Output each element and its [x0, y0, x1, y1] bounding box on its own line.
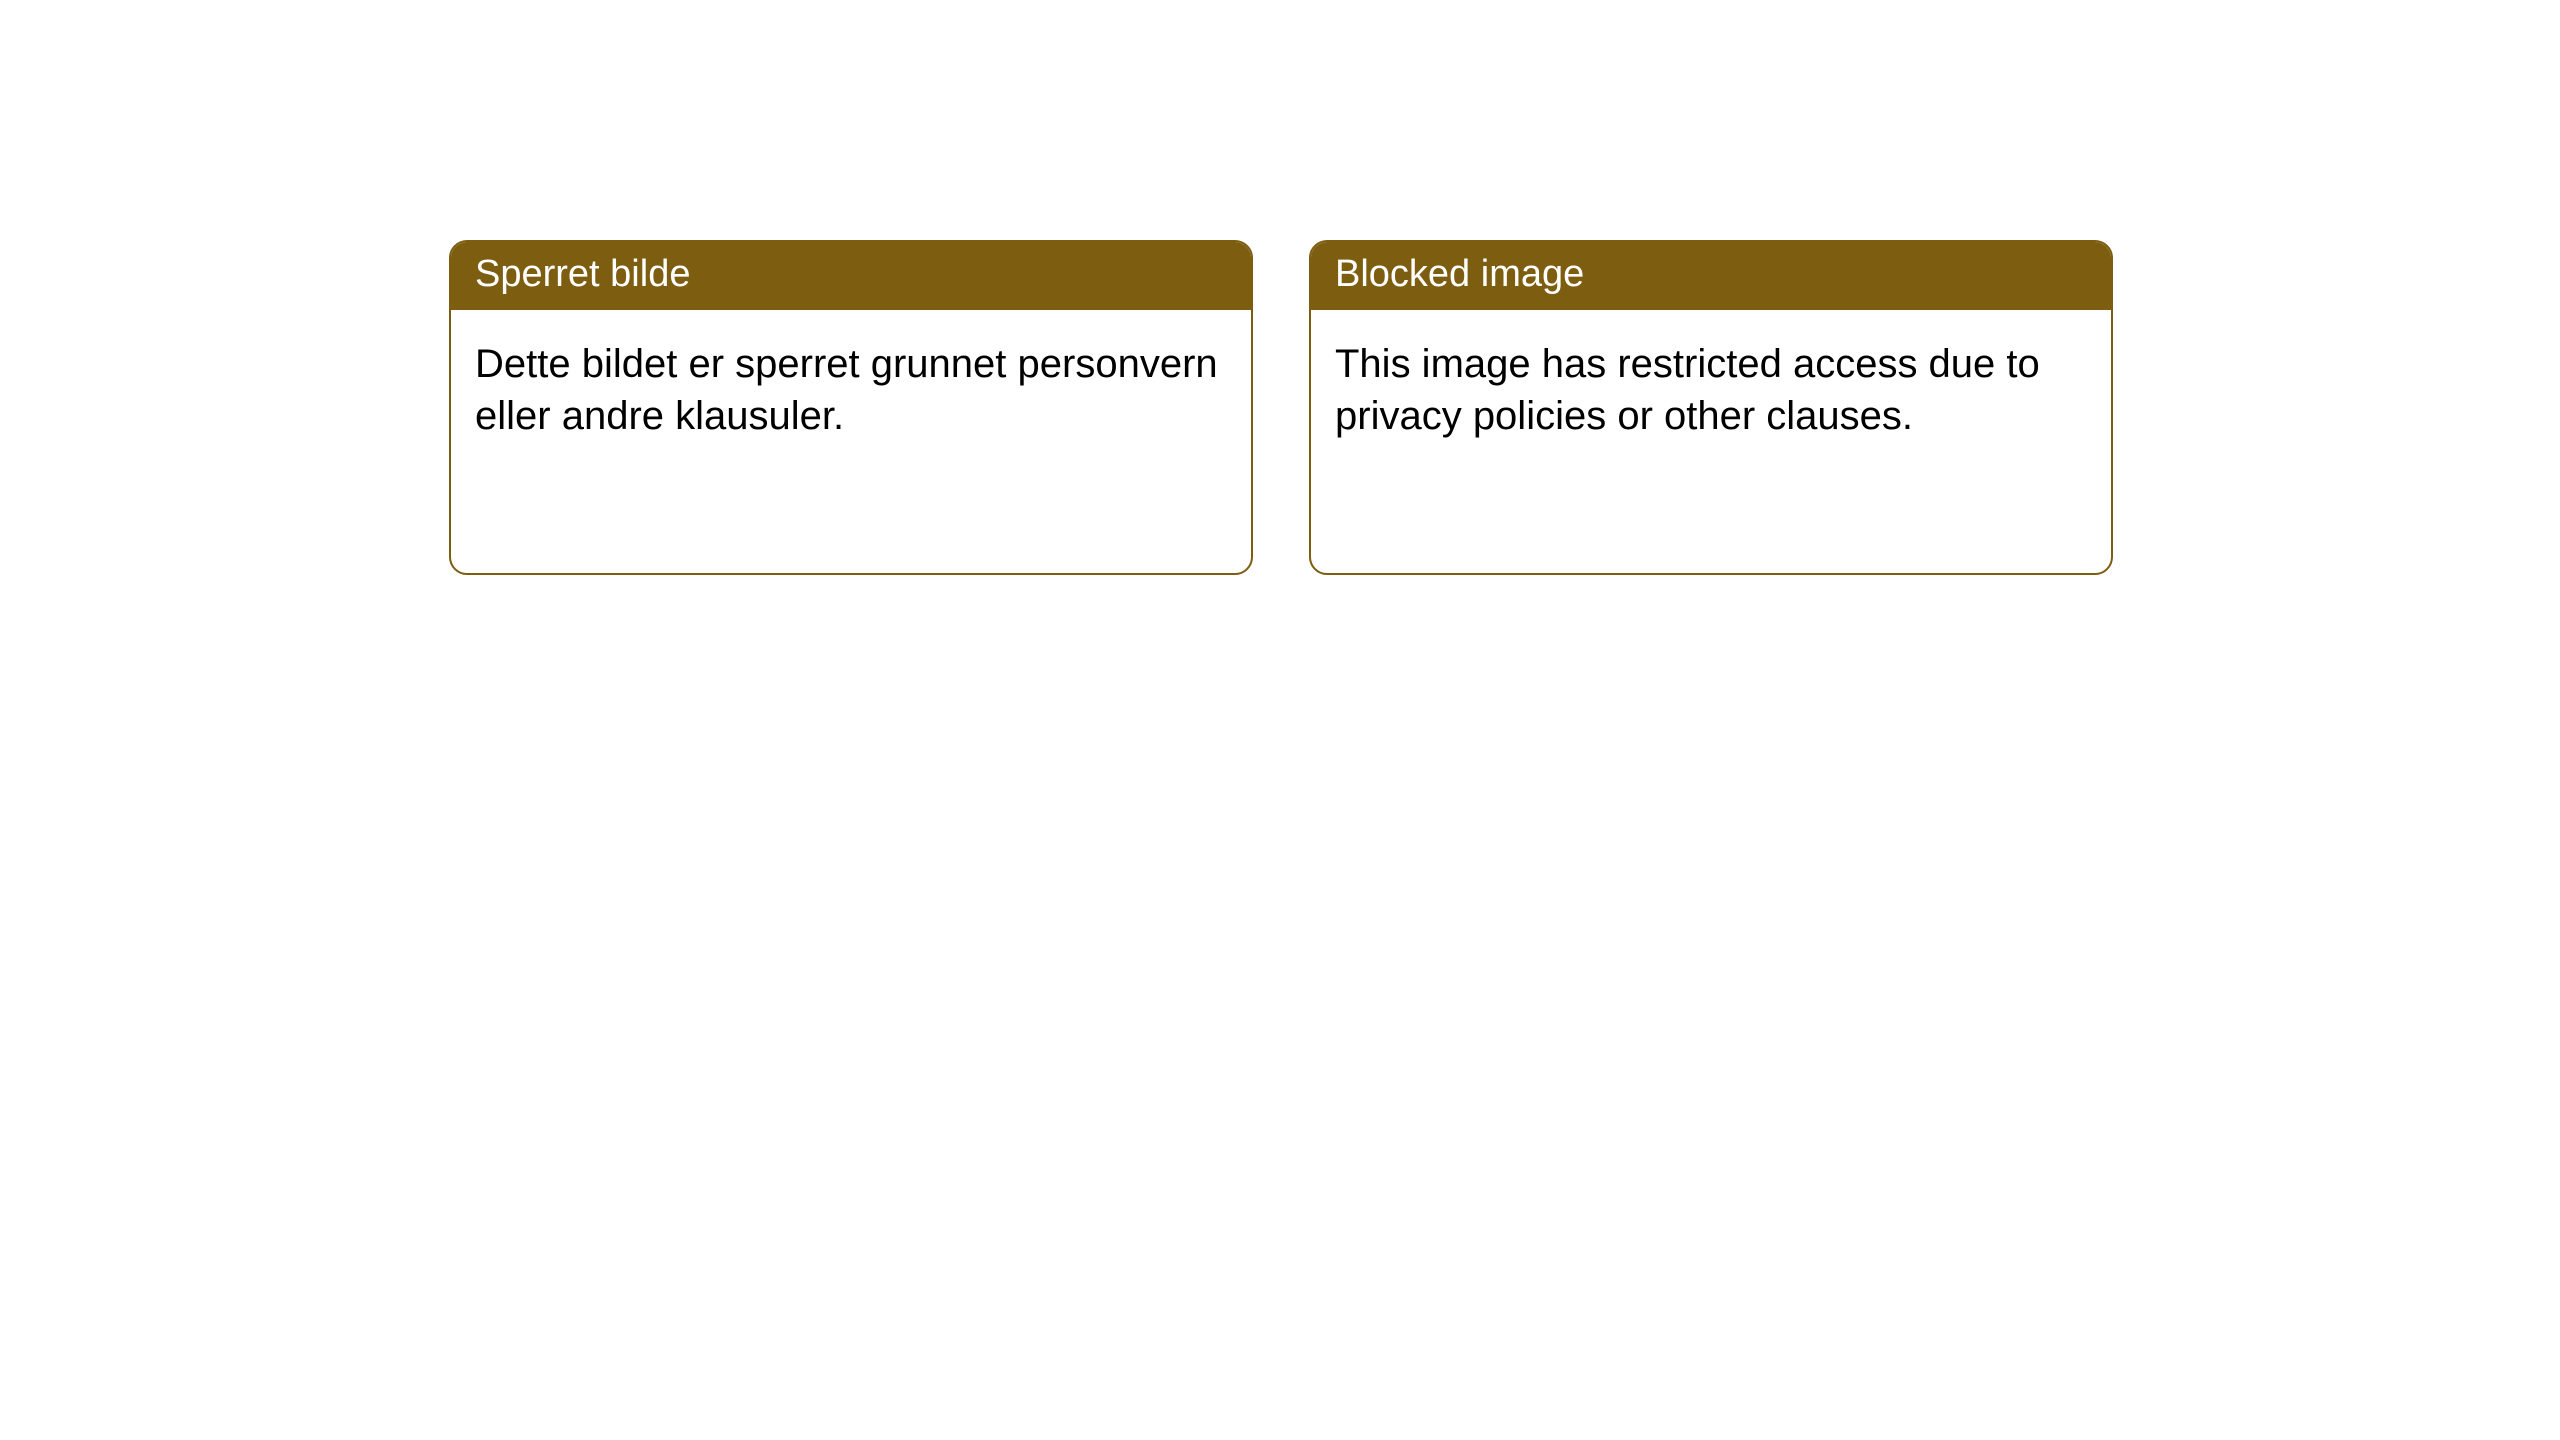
- notice-container: Sperret bilde Dette bildet er sperret gr…: [449, 240, 2113, 575]
- card-title: Sperret bilde: [475, 253, 690, 295]
- card-header: Sperret bilde: [451, 242, 1251, 310]
- card-message: Dette bildet er sperret grunnet personve…: [475, 342, 1218, 438]
- card-title: Blocked image: [1335, 253, 1584, 295]
- card-body: This image has restricted access due to …: [1311, 310, 2111, 573]
- notice-card-english: Blocked image This image has restricted …: [1309, 240, 2113, 575]
- card-header: Blocked image: [1311, 242, 2111, 310]
- card-message: This image has restricted access due to …: [1335, 342, 2040, 438]
- notice-card-norwegian: Sperret bilde Dette bildet er sperret gr…: [449, 240, 1253, 575]
- card-body: Dette bildet er sperret grunnet personve…: [451, 310, 1251, 573]
